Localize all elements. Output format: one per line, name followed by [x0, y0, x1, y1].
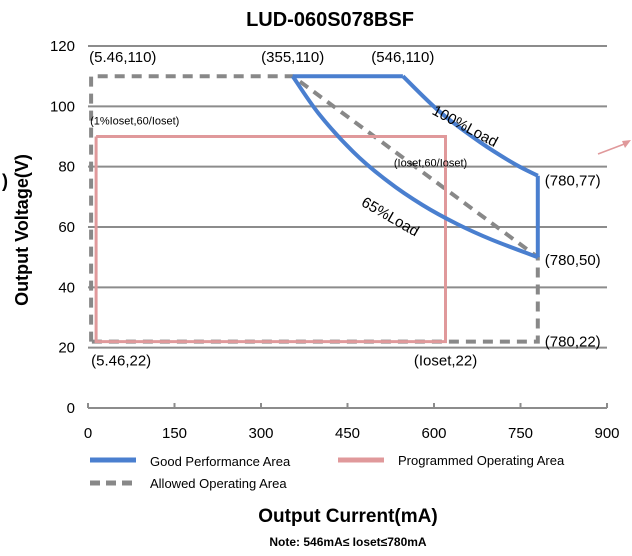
legend: Good Performance Area Programmed Operati…	[90, 453, 565, 491]
chart-title: LUD-060S078BSF	[246, 9, 414, 31]
x-tick-label: 600	[421, 425, 446, 442]
x-tick-label: 150	[162, 425, 187, 442]
ioset-pointer-arrowhead	[622, 140, 631, 148]
legend-label-programmed: Programmed Operating Area	[398, 453, 565, 468]
tick-labels: 0 20 40 60 80 100 120 0 150 300 450 600 750 900	[50, 38, 620, 442]
x-axis-label: Output Current(mA)	[258, 506, 437, 527]
annotation-layer: (5.46,110) (355,110) (546,110) (1%Ioset,60/…	[89, 49, 601, 369]
y-axis-label-prefix: )	[2, 171, 8, 191]
annotation-label: (5.46,110)	[89, 49, 156, 66]
x-tick-label: 450	[335, 425, 360, 442]
y-tick-label: 0	[67, 400, 75, 417]
annotation-label: (1%Ioset,60/Ioset)	[90, 116, 179, 128]
annotation-label: (Ioset,22)	[414, 353, 477, 370]
annotation-label: (Ioset,60/Ioset)	[394, 158, 467, 170]
annotation-label: 100%Load	[429, 102, 500, 151]
legend-label-allowed: Allowed Operating Area	[150, 476, 287, 491]
annotation-label: (355,110)	[261, 49, 324, 66]
annotation-label: (546,110)	[371, 49, 434, 66]
x-tick-label: 0	[84, 425, 92, 442]
programmed-area-line	[94, 135, 447, 344]
note-text: Note: 546mA≤ Ioset≤780mA	[269, 535, 427, 549]
allowed-area-line	[89, 74, 540, 344]
y-tick-label: 40	[58, 279, 75, 296]
x-tick-label: 900	[594, 425, 619, 442]
good-area-100-load-curve	[401, 74, 539, 178]
y-axis-label: Output Voltage(V)	[12, 154, 32, 306]
y-tick-label: 20	[58, 340, 75, 357]
y-tick-label: 80	[58, 159, 75, 176]
legend-label-good: Good Performance Area	[150, 454, 291, 469]
annotation-label: (780,50)	[545, 252, 601, 269]
annotation-label: (780,22)	[545, 334, 601, 351]
y-tick-label: 120	[50, 38, 75, 55]
y-tick-label: 60	[58, 219, 75, 236]
good-area-65-load-curve	[291, 75, 539, 260]
series-layer	[89, 74, 631, 344]
grid-lines	[88, 45, 607, 349]
y-tick-label: 100	[50, 98, 75, 115]
x-tick-label: 750	[508, 425, 533, 442]
annotation-label: (5.46,22)	[91, 353, 151, 370]
ioset-pointer-arrow	[597, 142, 628, 155]
annotation-label: (780,77)	[545, 173, 601, 190]
x-tick-label: 300	[248, 425, 273, 442]
axes	[87, 403, 608, 409]
